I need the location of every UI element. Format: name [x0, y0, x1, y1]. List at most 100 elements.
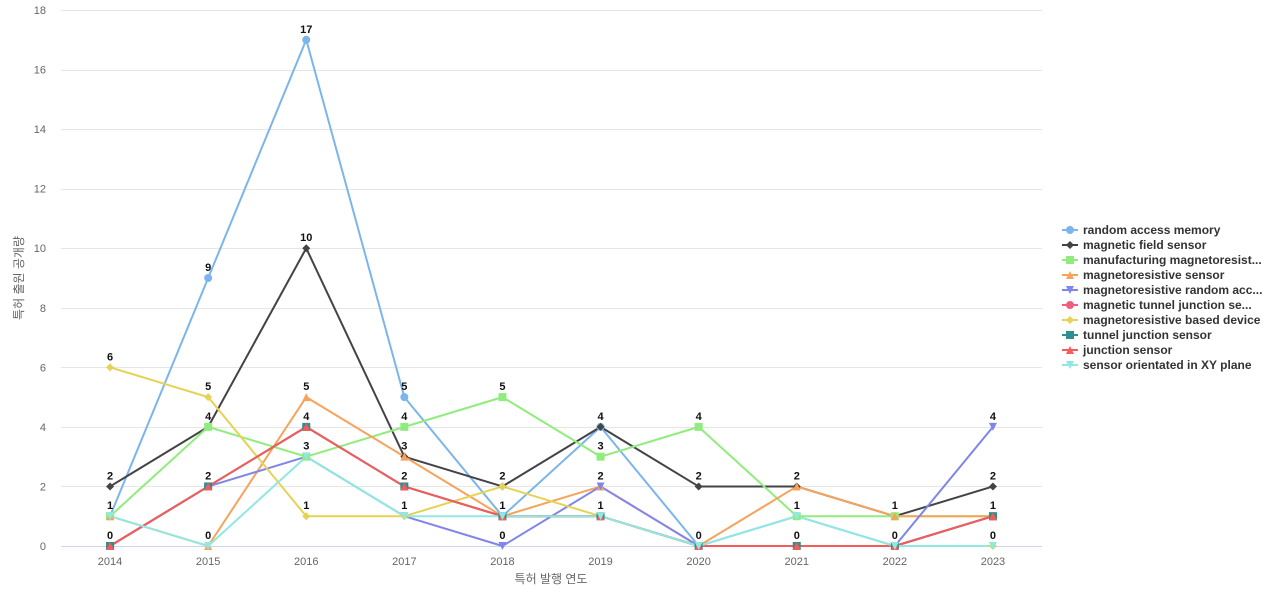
data-label: 2 [107, 470, 113, 482]
data-label: 4 [401, 411, 408, 423]
data-label: 4 [303, 411, 310, 423]
legend-symbol-marker [1066, 271, 1074, 279]
data-point [302, 452, 311, 461]
data-label: 2 [597, 470, 603, 482]
legend-label: magnetic tunnel junction se... [1083, 298, 1252, 312]
legend-label: magnetoresistive random acc... [1083, 283, 1262, 297]
legend-item[interactable]: magnetoresistive sensor [1062, 268, 1225, 282]
data-label: 5 [205, 381, 211, 393]
x-tick-label: 2020 [686, 556, 710, 568]
y-tick-label: 18 [34, 5, 46, 17]
x-axis-ticks: 2014 2015 2016 2017 2018 2019 2020 2021 2022 2023 [98, 556, 1005, 568]
y-tick-label: 12 [34, 184, 46, 196]
data-point [106, 512, 115, 521]
data-label: 3 [303, 441, 309, 453]
x-tick-label: 2017 [392, 556, 416, 568]
data-label: 4 [597, 411, 604, 423]
data-point [596, 482, 605, 491]
data-label: 5 [401, 381, 407, 393]
legend-symbol-marker [1066, 256, 1074, 264]
data-label: 6 [107, 351, 113, 363]
data-label: 10 [300, 232, 312, 244]
data-label: 1 [401, 500, 407, 512]
x-tick-label: 2019 [588, 556, 612, 568]
data-label: 4 [990, 411, 997, 423]
data-point [400, 422, 409, 431]
data-point [204, 542, 213, 550]
data-point [302, 512, 311, 521]
legend-item[interactable]: magnetic field sensor [1062, 238, 1207, 252]
data-label: 5 [303, 381, 309, 393]
y-axis-title: 특허 출원 공개량 [12, 236, 26, 320]
legend-item[interactable]: magnetic tunnel junction se... [1062, 298, 1252, 312]
legend-symbol-marker [1066, 346, 1074, 354]
x-tick-label: 2015 [196, 556, 220, 568]
legend-label: magnetoresistive sensor [1083, 268, 1225, 282]
legend-label: manufacturing magnetoresist... [1083, 253, 1262, 267]
legend-symbol-marker [1066, 301, 1074, 309]
legend-item[interactable]: manufacturing magnetoresist... [1062, 253, 1262, 267]
data-label: 0 [794, 530, 800, 542]
data-label: 0 [499, 530, 505, 542]
legend-symbol-marker [1066, 331, 1074, 339]
series-markers [106, 35, 997, 550]
data-point [302, 244, 311, 253]
data-point [890, 542, 899, 550]
data-label: 3 [401, 441, 407, 453]
data-label: 4 [205, 411, 212, 423]
y-tick-label: 8 [40, 303, 46, 315]
x-tick-label: 2014 [98, 556, 122, 568]
data-point [792, 542, 801, 550]
data-label: 0 [107, 530, 113, 542]
data-label: 0 [892, 530, 898, 542]
data-point [596, 422, 605, 431]
data-point [204, 274, 213, 282]
data-label: 3 [597, 441, 603, 453]
y-tick-label: 0 [40, 541, 46, 553]
data-point [400, 482, 409, 491]
legend-item[interactable]: tunnel junction sensor [1062, 328, 1212, 342]
series-line [109, 455, 993, 547]
data-point [400, 393, 409, 402]
legend-label: sensor orientated in XY plane [1083, 358, 1252, 372]
legend-item[interactable]: magnetoresistive based device [1062, 313, 1261, 327]
data-label: 1 [892, 500, 898, 512]
data-label: 0 [990, 530, 996, 542]
legend-item[interactable]: magnetoresistive random acc... [1062, 283, 1262, 297]
legend-symbol-marker [1066, 316, 1074, 324]
data-label: 1 [794, 500, 800, 512]
gridlines [61, 10, 1042, 487]
data-point [302, 422, 311, 431]
data-point [204, 393, 213, 402]
y-tick-label: 16 [34, 65, 46, 77]
data-point [400, 512, 409, 521]
series-line [109, 38, 994, 547]
data-point [890, 512, 899, 521]
data-point [498, 393, 507, 402]
data-point [498, 482, 507, 491]
data-label: 1 [597, 500, 603, 512]
data-point [988, 512, 997, 521]
data-label: 2 [696, 470, 702, 482]
legend-label: tunnel junction sensor [1083, 328, 1212, 342]
data-point [988, 542, 997, 550]
data-point [204, 422, 213, 431]
x-tick-label: 2016 [294, 556, 318, 568]
legend-label: magnetoresistive based device [1083, 313, 1261, 327]
data-label: 2 [794, 470, 800, 482]
legend-item[interactable]: junction sensor [1062, 343, 1173, 357]
data-point [400, 452, 409, 461]
legend-label: junction sensor [1082, 343, 1173, 357]
y-tick-label: 6 [40, 362, 46, 374]
legend-symbol-marker [1066, 241, 1074, 249]
data-label: 0 [696, 530, 702, 542]
data-labels: 0126024591345101712345012512340240120101… [107, 24, 997, 542]
y-tick-label: 4 [40, 422, 46, 434]
legend-item[interactable]: random access memory [1062, 223, 1221, 237]
y-tick-label: 10 [34, 243, 46, 255]
data-label: 2 [990, 470, 996, 482]
data-point [694, 422, 703, 431]
data-point [988, 422, 997, 431]
legend-item[interactable]: sensor orientated in XY plane [1062, 358, 1252, 372]
